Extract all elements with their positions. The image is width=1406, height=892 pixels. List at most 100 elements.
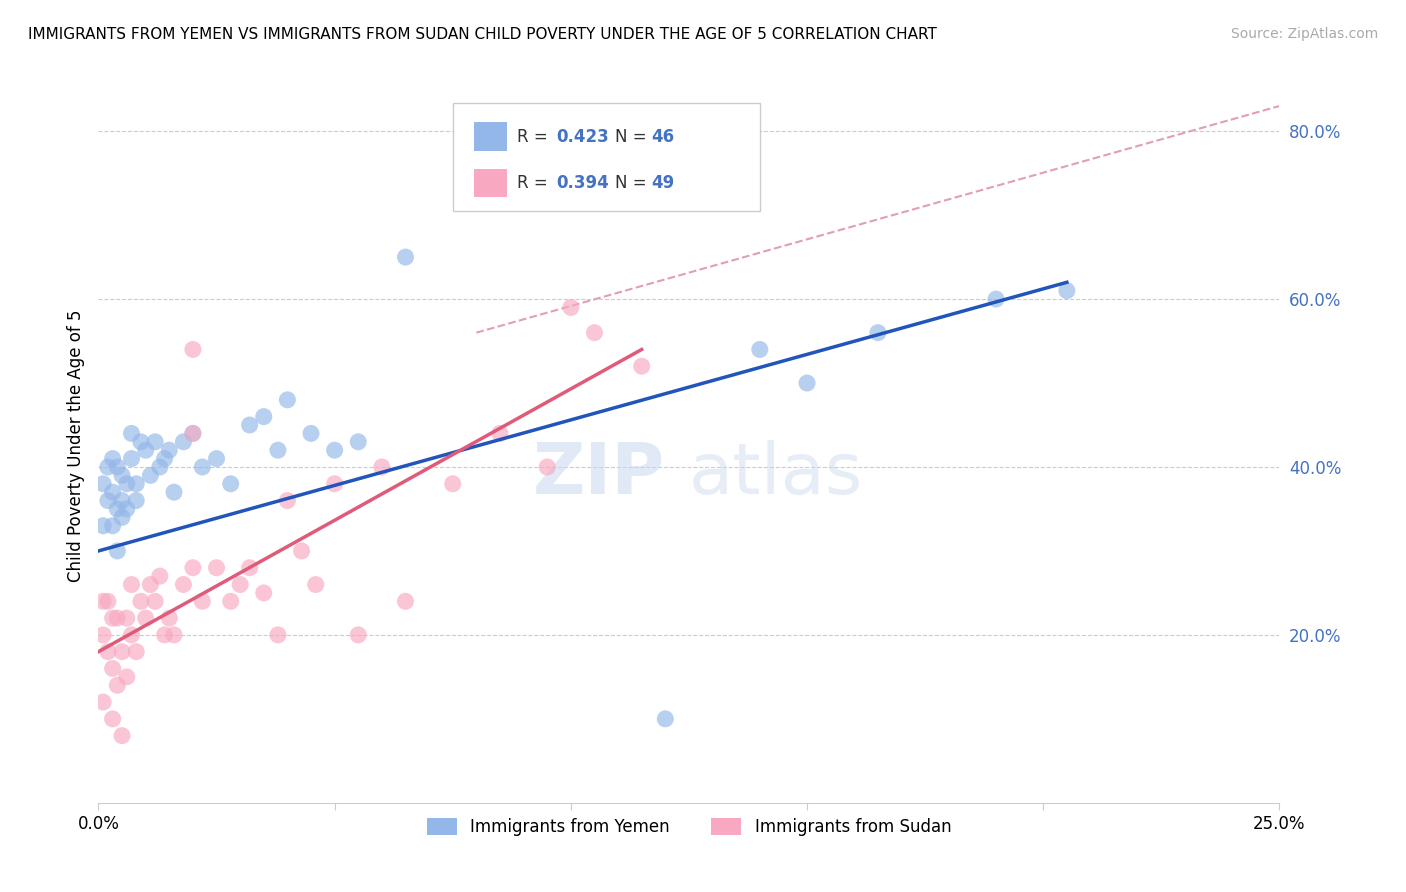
Point	[111, 645, 134, 659]
Point	[299, 426, 322, 441]
Point	[97, 493, 120, 508]
Point	[135, 611, 157, 625]
Text: N =: N =	[614, 174, 651, 192]
Legend: Immigrants from Yemen, Immigrants from Sudan: Immigrants from Yemen, Immigrants from S…	[419, 810, 959, 845]
Point	[97, 460, 120, 475]
Point	[153, 451, 176, 466]
Point	[111, 729, 134, 743]
Point	[139, 468, 162, 483]
Point	[121, 577, 143, 591]
Text: 0.423: 0.423	[557, 128, 609, 145]
FancyBboxPatch shape	[474, 169, 508, 197]
Point	[347, 628, 370, 642]
Point	[866, 326, 889, 340]
Point	[181, 426, 204, 441]
FancyBboxPatch shape	[474, 122, 508, 151]
Point	[181, 343, 204, 357]
Point	[143, 594, 166, 608]
Point	[121, 451, 143, 466]
Point	[536, 460, 558, 475]
Point	[125, 645, 148, 659]
Point	[101, 611, 124, 625]
Text: Source: ZipAtlas.com: Source: ZipAtlas.com	[1230, 27, 1378, 41]
Point	[101, 712, 124, 726]
Point	[394, 594, 416, 608]
Point	[105, 678, 128, 692]
Point	[97, 645, 120, 659]
Point	[560, 301, 582, 315]
Text: N =: N =	[614, 128, 651, 145]
Point	[583, 326, 606, 340]
Point	[1056, 284, 1078, 298]
Point	[796, 376, 818, 390]
Point	[267, 628, 290, 642]
Point	[305, 577, 328, 591]
Point	[129, 434, 152, 449]
Point	[125, 493, 148, 508]
Point	[115, 611, 138, 625]
Point	[91, 594, 114, 608]
Point	[111, 510, 134, 524]
Point	[630, 359, 652, 374]
FancyBboxPatch shape	[453, 103, 759, 211]
Point	[157, 443, 180, 458]
Point	[149, 569, 172, 583]
Point	[371, 460, 394, 475]
Point	[267, 443, 290, 458]
Point	[115, 476, 138, 491]
Point	[129, 594, 152, 608]
Point	[323, 443, 346, 458]
Point	[172, 577, 194, 591]
Point	[276, 493, 298, 508]
Point	[101, 451, 124, 466]
Point	[91, 476, 114, 491]
Point	[239, 417, 262, 432]
Point	[323, 476, 346, 491]
Point	[91, 695, 114, 709]
Point	[205, 560, 228, 574]
Point	[181, 560, 204, 574]
Point	[441, 476, 464, 491]
Point	[290, 544, 312, 558]
Point	[253, 586, 276, 600]
Point	[276, 392, 298, 407]
Point	[153, 628, 176, 642]
Text: atlas: atlas	[689, 440, 863, 509]
Text: IMMIGRANTS FROM YEMEN VS IMMIGRANTS FROM SUDAN CHILD POVERTY UNDER THE AGE OF 5 : IMMIGRANTS FROM YEMEN VS IMMIGRANTS FROM…	[28, 27, 936, 42]
Point	[239, 560, 262, 574]
Point	[115, 670, 138, 684]
Point	[91, 518, 114, 533]
Y-axis label: Child Poverty Under the Age of 5: Child Poverty Under the Age of 5	[66, 310, 84, 582]
Point	[105, 611, 128, 625]
Text: 49: 49	[651, 174, 675, 192]
Text: R =: R =	[516, 174, 553, 192]
Point	[205, 451, 228, 466]
Point	[105, 460, 128, 475]
Point	[394, 250, 416, 264]
Point	[984, 292, 1007, 306]
Point	[654, 712, 676, 726]
Point	[111, 468, 134, 483]
Text: ZIP: ZIP	[533, 440, 665, 509]
Point	[219, 594, 242, 608]
Text: R =: R =	[516, 128, 553, 145]
Point	[163, 485, 186, 500]
Point	[149, 460, 172, 475]
Point	[229, 577, 252, 591]
Point	[219, 476, 242, 491]
Point	[157, 611, 180, 625]
Point	[347, 434, 370, 449]
Point	[163, 628, 186, 642]
Point	[191, 460, 214, 475]
Point	[101, 518, 124, 533]
Point	[91, 628, 114, 642]
Point	[135, 443, 157, 458]
Point	[748, 343, 770, 357]
Point	[172, 434, 194, 449]
Point	[181, 426, 204, 441]
Point	[139, 577, 162, 591]
Point	[143, 434, 166, 449]
Point	[121, 426, 143, 441]
Point	[97, 594, 120, 608]
Point	[111, 493, 134, 508]
